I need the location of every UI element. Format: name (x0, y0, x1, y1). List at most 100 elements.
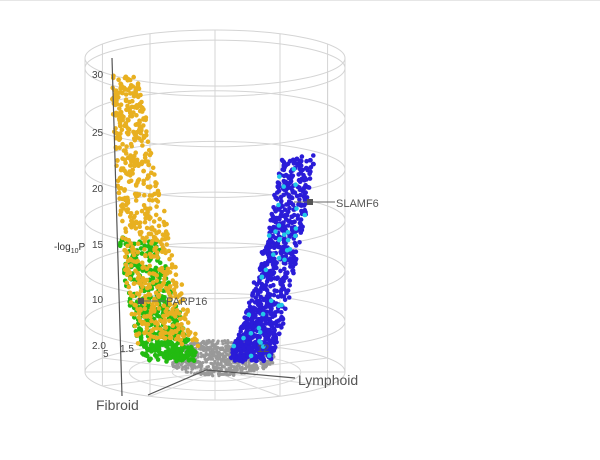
point (286, 295, 292, 300)
point (236, 362, 240, 366)
point (168, 335, 174, 341)
point (170, 323, 176, 329)
point (161, 232, 167, 238)
point (285, 229, 291, 235)
point (141, 352, 146, 357)
point (267, 250, 273, 255)
point (131, 74, 136, 80)
point (128, 263, 134, 268)
point (190, 341, 194, 345)
point (118, 81, 123, 86)
point (154, 204, 159, 209)
point (152, 296, 157, 302)
point (150, 280, 156, 285)
point (263, 332, 268, 338)
point (141, 168, 146, 174)
point (221, 342, 225, 346)
point (167, 318, 172, 324)
point (118, 208, 124, 213)
point (142, 247, 147, 252)
point (182, 345, 187, 350)
point (143, 322, 149, 327)
point (153, 235, 158, 241)
point (196, 359, 200, 363)
point (216, 361, 220, 365)
point (210, 342, 214, 346)
fibroid-axis-line (147, 369, 207, 396)
point (272, 320, 277, 326)
z-tick-label: 30 (92, 70, 104, 81)
point (180, 361, 184, 366)
point (145, 139, 151, 144)
point (144, 285, 150, 291)
point (286, 193, 292, 198)
z-tick-label: 25 (92, 128, 104, 139)
point (144, 225, 150, 231)
point (272, 207, 278, 212)
point (277, 331, 282, 337)
point (276, 202, 281, 208)
point (279, 251, 284, 256)
point (199, 372, 203, 376)
point (170, 306, 175, 312)
point (257, 338, 262, 344)
point (266, 255, 272, 260)
point (133, 88, 138, 94)
point (245, 340, 251, 345)
point (276, 207, 282, 212)
point (180, 307, 186, 312)
point (156, 346, 162, 352)
point (135, 241, 141, 246)
point (161, 303, 167, 309)
point (268, 275, 274, 280)
annotation-marker (138, 298, 144, 304)
point (211, 363, 215, 367)
point (220, 339, 224, 343)
point (281, 220, 286, 225)
point (129, 143, 134, 149)
point (264, 317, 269, 323)
point (298, 221, 304, 227)
point (241, 335, 246, 341)
point (293, 182, 298, 187)
point (247, 325, 253, 330)
point (299, 158, 304, 164)
point (174, 365, 178, 369)
z-axis-line (111, 57, 123, 397)
point (131, 281, 137, 287)
point (299, 227, 305, 233)
point (227, 366, 232, 371)
point (225, 345, 229, 349)
point (281, 237, 287, 243)
point (131, 248, 137, 253)
point (125, 117, 130, 122)
point (162, 208, 167, 214)
point (141, 181, 146, 186)
point (147, 292, 153, 298)
point (124, 280, 130, 286)
point (173, 272, 179, 278)
point (159, 265, 165, 271)
point (230, 364, 234, 368)
point (293, 233, 298, 239)
point (172, 353, 177, 359)
point (172, 301, 178, 307)
point (247, 361, 251, 366)
point (126, 284, 132, 290)
point (255, 364, 259, 368)
point (248, 353, 254, 359)
point (149, 240, 154, 246)
point (238, 325, 244, 331)
point (257, 330, 263, 335)
point (276, 223, 282, 228)
point (164, 359, 169, 364)
point (256, 325, 262, 331)
point (266, 258, 272, 264)
point (281, 184, 287, 189)
point (188, 344, 194, 350)
point (266, 333, 272, 338)
point (153, 183, 158, 189)
point (263, 297, 269, 303)
point (180, 297, 186, 302)
point (294, 193, 300, 199)
